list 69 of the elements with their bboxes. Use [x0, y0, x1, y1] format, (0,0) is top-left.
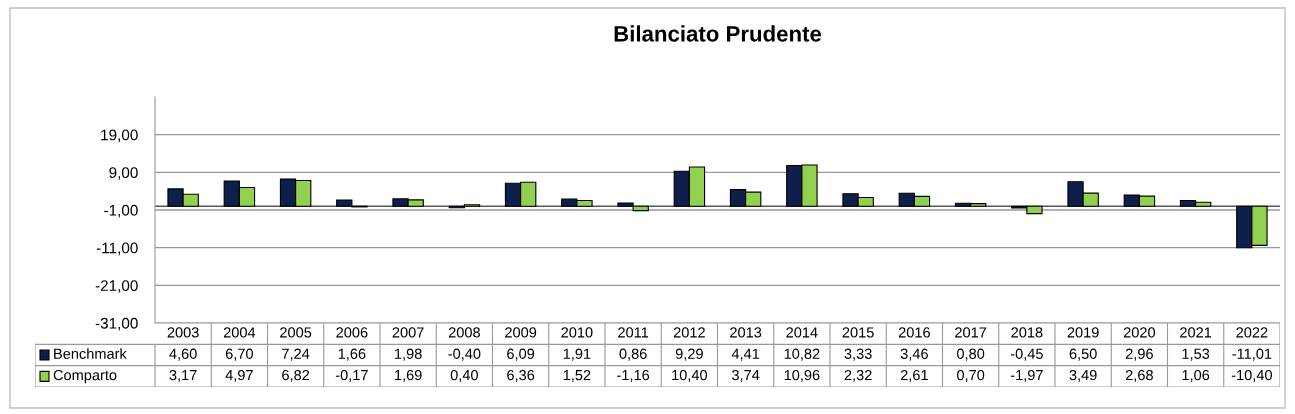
data-label: 7,24 [282, 348, 310, 361]
data-label: 2,32 [844, 369, 872, 382]
data-label: 6,36 [507, 369, 535, 382]
x-tick-label: 2009 [505, 327, 537, 338]
data-label: 0,80 [957, 348, 985, 361]
x-tick-label: 2011 [618, 327, 649, 338]
data-label: -10,40 [1231, 369, 1272, 382]
data-label: 3,49 [1069, 369, 1097, 382]
data-label: -0,45 [1010, 348, 1043, 361]
x-tick-label: 2016 [898, 327, 930, 338]
data-label: 0,70 [957, 369, 985, 382]
legend-label: Benchmark [54, 348, 127, 359]
x-tick-label: 2008 [448, 327, 480, 338]
data-label: 4,60 [169, 348, 197, 361]
data-label: 1,69 [395, 369, 422, 382]
y-tick-label: -11,00 [96, 242, 138, 256]
data-label: 6,82 [282, 369, 310, 382]
data-label: 3,33 [844, 348, 872, 361]
data-label: -1,97 [1010, 369, 1043, 382]
y-tick-label: -21,00 [95, 280, 138, 293]
x-tick-label: 2005 [280, 327, 312, 338]
x-tick-label: 2012 [673, 327, 705, 338]
data-label: 4,97 [225, 369, 253, 382]
data-label: 2,61 [900, 369, 928, 382]
y-tick-label: -31,00 [95, 317, 138, 331]
x-tick-label: 2018 [1011, 327, 1043, 338]
data-label: 6,09 [507, 348, 535, 361]
x-tick-label: 2013 [730, 327, 762, 338]
data-label: 0,40 [450, 369, 478, 382]
data-label: 1,66 [338, 348, 366, 361]
data-label: 1,98 [395, 348, 422, 361]
data-label: -0,40 [448, 348, 481, 361]
data-label: 1,91 [563, 348, 591, 361]
x-tick-label: 2007 [392, 327, 424, 338]
data-label: 1,53 [1182, 348, 1210, 361]
x-tick-label: 2021 [1180, 327, 1212, 338]
data-label: 1,06 [1182, 369, 1210, 382]
data-label: -1,16 [617, 369, 650, 382]
y-tick-label: 9,00 [109, 167, 138, 180]
chart-title: Bilanciato Prudente [614, 25, 822, 42]
data-label: 3,17 [169, 369, 197, 382]
data-label: 0,86 [619, 348, 647, 361]
data-label: -0,17 [335, 369, 368, 382]
data-label: 10,82 [784, 348, 820, 361]
x-tick-label: 2019 [1067, 327, 1099, 338]
data-label: 3,74 [731, 369, 760, 382]
data-label: 1,52 [563, 369, 591, 382]
x-tick-label: 2004 [223, 327, 256, 338]
legend-label: Comparto [53, 369, 117, 384]
x-tick-label: 2014 [786, 327, 818, 338]
x-tick-label: 2020 [1123, 327, 1156, 338]
x-tick-label: 2015 [842, 327, 874, 338]
data-label: 9,29 [675, 348, 703, 361]
x-tick-label: 2006 [336, 327, 368, 338]
data-label: 10,96 [784, 369, 820, 382]
x-tick-label: 2022 [1236, 327, 1268, 338]
x-tick-label: 2010 [561, 327, 593, 338]
data-label: 6,70 [225, 348, 253, 361]
y-tick-label: 19,00 [101, 129, 138, 143]
data-label: 3,46 [900, 348, 928, 361]
data-label: 10,40 [672, 369, 708, 382]
data-label: 2,68 [1125, 369, 1153, 382]
data-label: 2,96 [1125, 348, 1153, 361]
data-label: 6,50 [1069, 348, 1097, 361]
x-tick-label: 2003 [167, 327, 199, 338]
y-tick-label: -1,00 [104, 204, 138, 218]
data-label: 4,41 [731, 348, 760, 361]
x-tick-label: 2017 [955, 327, 987, 338]
data-label: -11,01 [1232, 348, 1272, 361]
